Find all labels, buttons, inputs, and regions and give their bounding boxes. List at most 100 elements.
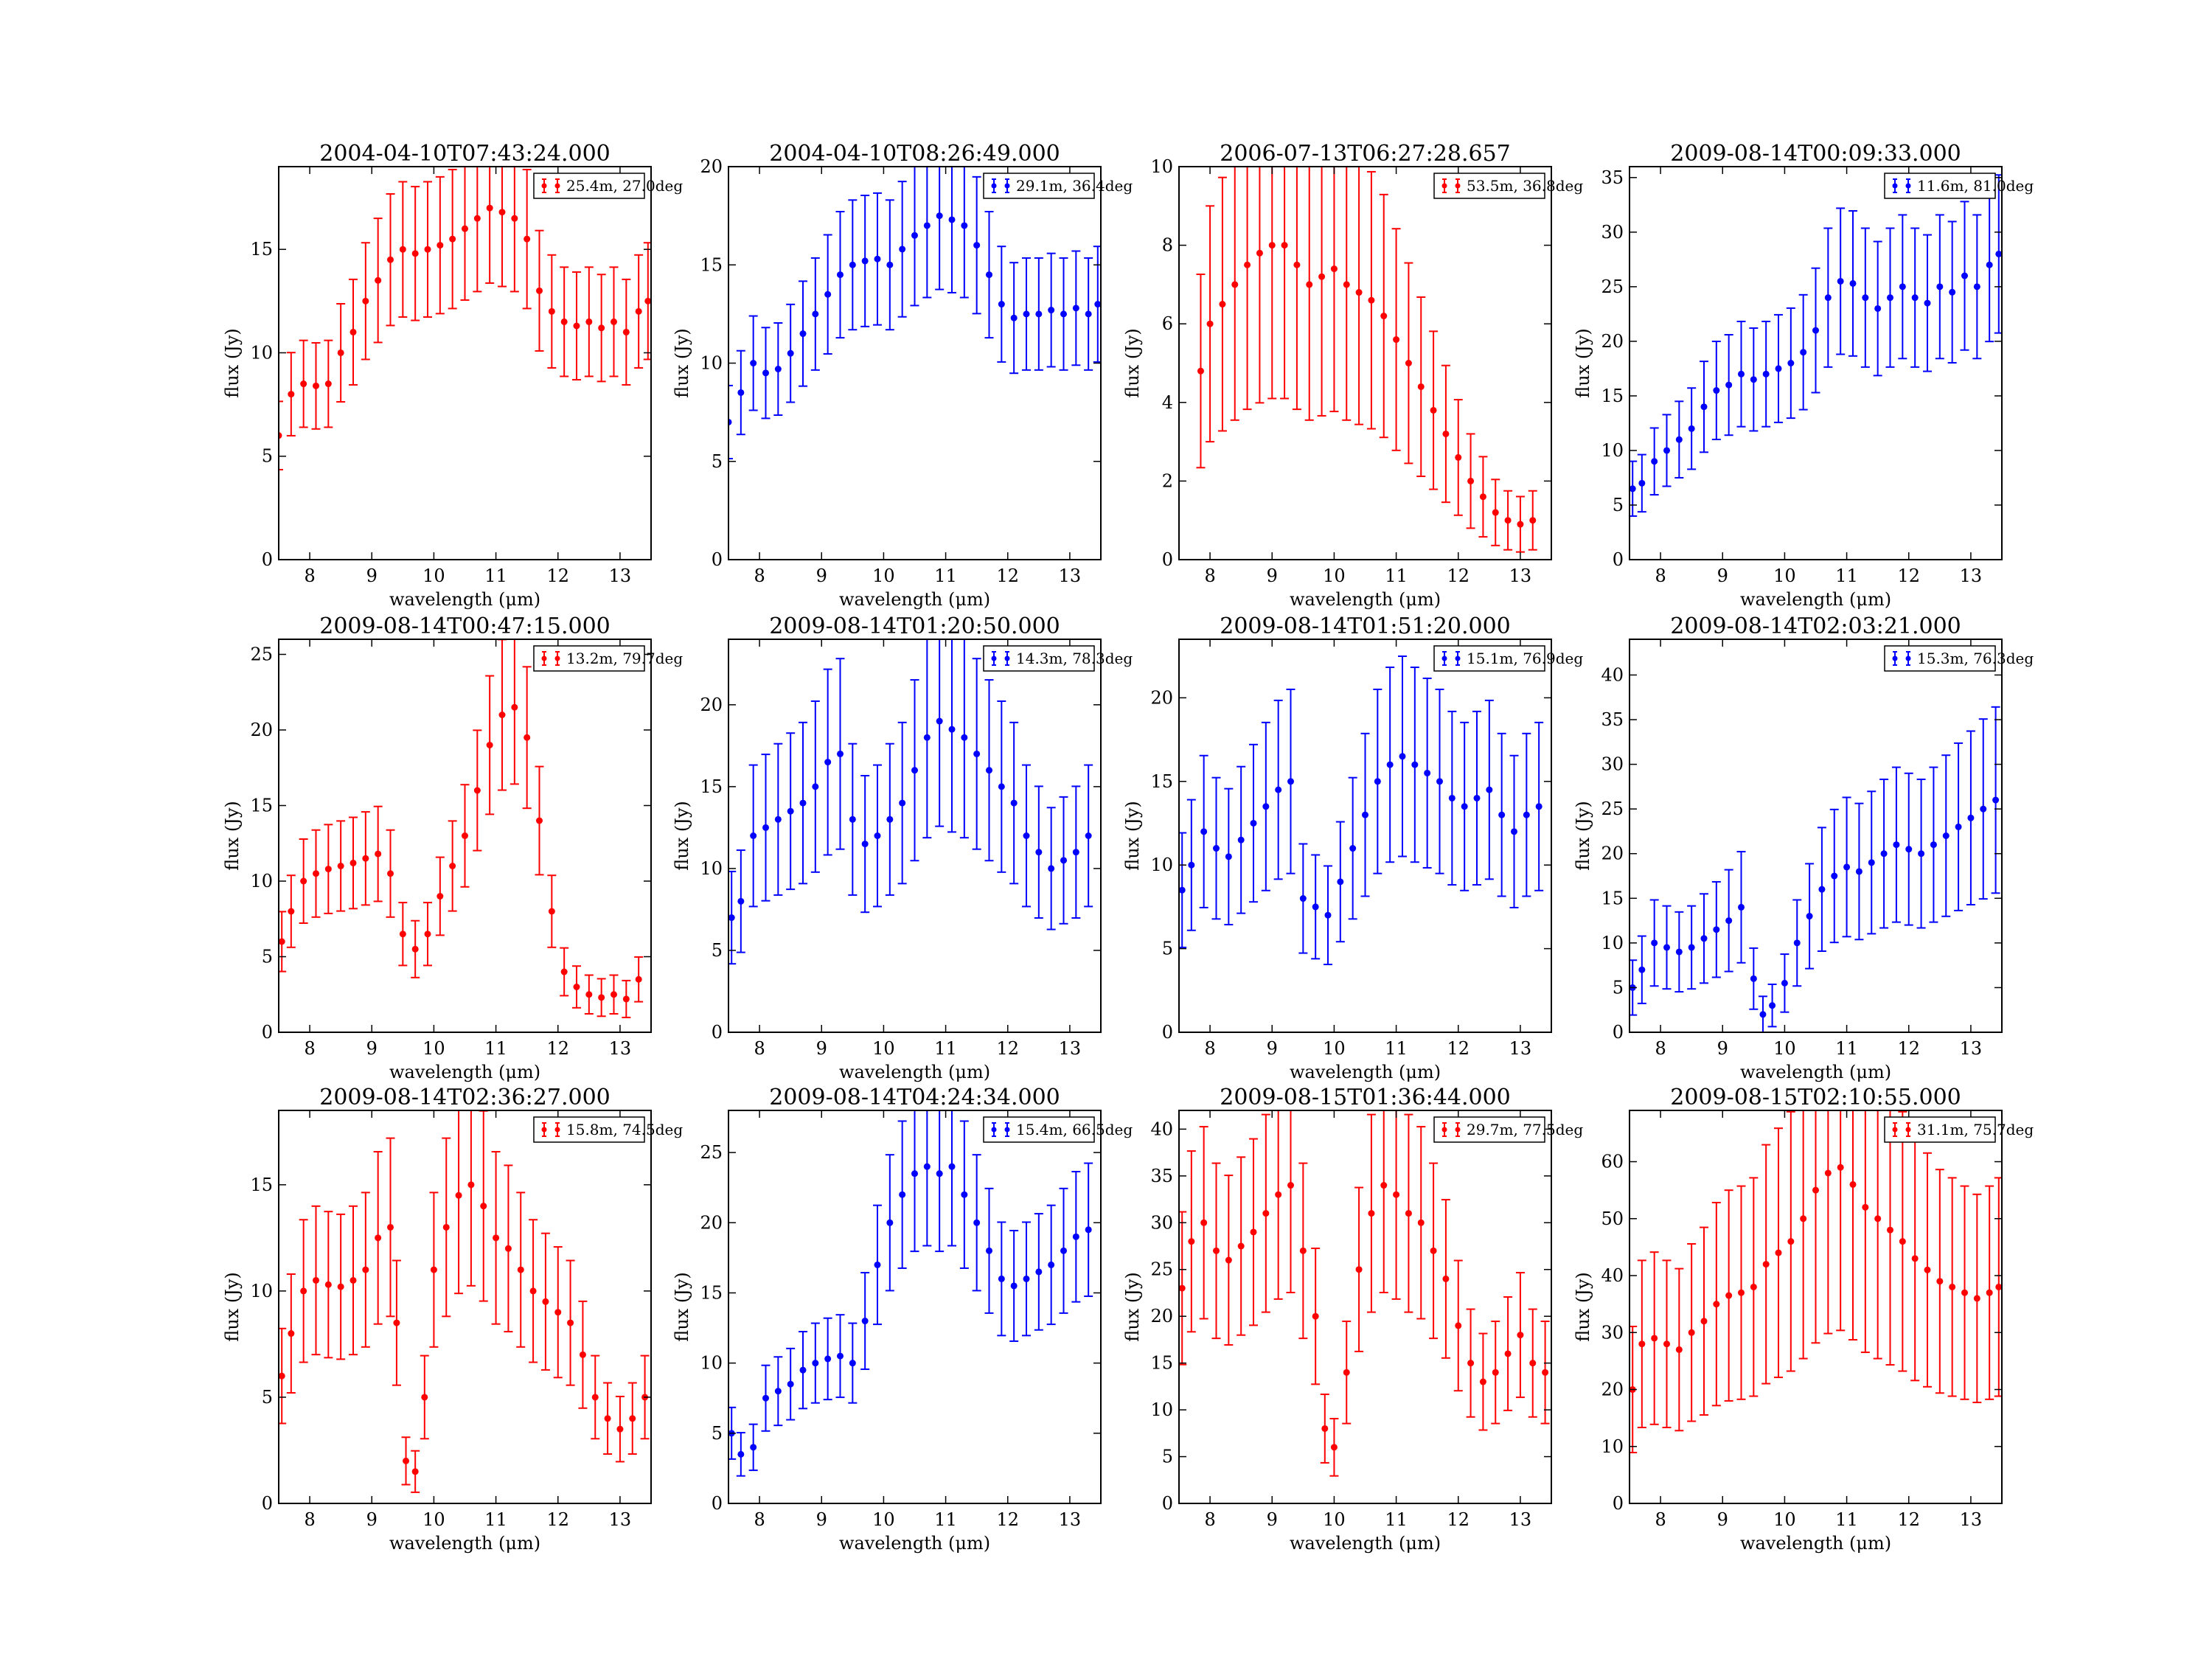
y-tick-label: 15 [250, 1175, 273, 1195]
data-point [728, 914, 735, 922]
data-point [1430, 1247, 1437, 1254]
data-point [498, 712, 506, 718]
x-tick-label: 9 [1267, 1038, 1278, 1059]
y-tick-label: 5 [262, 446, 273, 467]
data-point [324, 1281, 332, 1288]
data-point [1973, 1295, 1980, 1302]
data-series [279, 1110, 650, 1493]
x-tick-label: 10 [422, 566, 445, 586]
data-point [1973, 283, 1980, 291]
data-point [504, 1245, 512, 1252]
data-point [1862, 294, 1869, 302]
data-point [1343, 1368, 1350, 1376]
data-point [1287, 1182, 1294, 1189]
y-tick-label: 40 [1601, 664, 1624, 685]
data-point [1880, 850, 1888, 858]
x-tick-label: 8 [1655, 566, 1666, 586]
data-point [362, 1266, 369, 1273]
data-point [1523, 811, 1530, 818]
data-point [524, 235, 531, 243]
data-point [399, 246, 406, 253]
data-point [1060, 857, 1067, 864]
y-tick-label: 15 [700, 254, 723, 275]
data-point [861, 841, 869, 848]
y-tick-label: 10 [1150, 156, 1173, 177]
data-point [1949, 288, 1956, 296]
x-tick-label: 11 [1835, 566, 1858, 586]
data-point [1368, 1210, 1375, 1217]
data-point [774, 1388, 782, 1395]
data-point [1368, 296, 1375, 304]
data-point [598, 324, 605, 332]
data-point [524, 734, 531, 741]
legend-label: 29.7m, 77.5deg [1467, 1121, 1583, 1138]
data-point [1094, 301, 1101, 308]
data-point [548, 908, 555, 915]
data-point [998, 301, 1005, 308]
data-point [1837, 1164, 1844, 1171]
data-point [899, 1191, 906, 1198]
x-tick-label: 10 [422, 1509, 445, 1530]
legend-marker-point [1905, 655, 1911, 661]
data-point [1529, 1360, 1537, 1367]
data-point [1035, 1268, 1043, 1276]
data-point [799, 330, 807, 338]
data-point [598, 994, 605, 1001]
legend-box [1884, 173, 1996, 199]
data-point [1374, 778, 1381, 785]
data-point [1048, 1261, 1055, 1268]
data-point [986, 1247, 992, 1254]
data-point [1312, 903, 1319, 911]
subplot-1: 2004-04-10T07:43:24.000 8 9 10 11 12 13 0 5 10 15 w… [222, 141, 683, 610]
data-point [1312, 1312, 1319, 1320]
data-point [1843, 863, 1851, 871]
x-axis-label: wavelength (μm) [1290, 1062, 1441, 1082]
data-point [1498, 811, 1506, 818]
y-tick-label: 0 [1613, 1493, 1624, 1514]
data-point [430, 1266, 437, 1273]
x-tick-label: 13 [1059, 566, 1082, 586]
legend-box [1433, 1116, 1545, 1143]
data-point [1393, 1191, 1400, 1198]
data-point [1905, 846, 1913, 853]
legend-label: 13.2m, 79.7deg [566, 650, 683, 667]
data-point [313, 870, 319, 877]
data-point [911, 767, 918, 774]
x-tick-label: 11 [1385, 1509, 1408, 1530]
y-axis-label: flux (Jy) [1573, 328, 1593, 398]
legend-marker-point [1455, 655, 1461, 661]
data-point [1831, 872, 1838, 880]
y-tick-label: 0 [1162, 549, 1173, 570]
data-point [1306, 281, 1313, 288]
subplot-3: 2006-07-13T06:27:28.657 8 9 10 11 12 13 0 2 4 6 8 10… [1122, 141, 1583, 610]
x-tick-label: 8 [754, 1509, 765, 1530]
data-point [1517, 1332, 1524, 1339]
data-point [1837, 277, 1844, 285]
data-point [1380, 1182, 1388, 1189]
data-point [1492, 509, 1499, 516]
data-point [1769, 1002, 1776, 1009]
x-tick-label: 11 [1835, 1038, 1858, 1059]
x-tick-label: 10 [1773, 566, 1796, 586]
legend: 11.6m, 81.0deg [1884, 173, 2034, 199]
data-point [362, 297, 369, 305]
data-point [799, 799, 807, 807]
data-point [1430, 406, 1437, 414]
subplot-title: 2009-08-15T02:10:55.000 [1670, 1085, 1961, 1110]
data-point [1023, 1275, 1030, 1282]
data-point [1504, 1350, 1512, 1357]
data-point [1651, 1335, 1658, 1342]
y-axis-label: flux (Jy) [1122, 801, 1143, 871]
data-point [1219, 301, 1226, 308]
data-point [1486, 786, 1493, 793]
data-point [837, 271, 844, 279]
legend-label: 15.8m, 74.5deg [566, 1121, 683, 1138]
legend-label: 14.3m, 78.3deg [1016, 650, 1133, 667]
data-point [787, 807, 794, 815]
data-point [449, 235, 456, 243]
data-point [1023, 310, 1030, 318]
x-tick-label: 12 [546, 1509, 569, 1530]
data-point [493, 1234, 500, 1242]
data-point [573, 322, 580, 330]
legend-box [533, 645, 645, 672]
